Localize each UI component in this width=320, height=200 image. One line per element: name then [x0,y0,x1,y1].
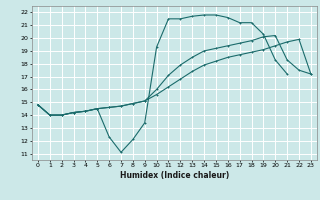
X-axis label: Humidex (Indice chaleur): Humidex (Indice chaleur) [120,171,229,180]
